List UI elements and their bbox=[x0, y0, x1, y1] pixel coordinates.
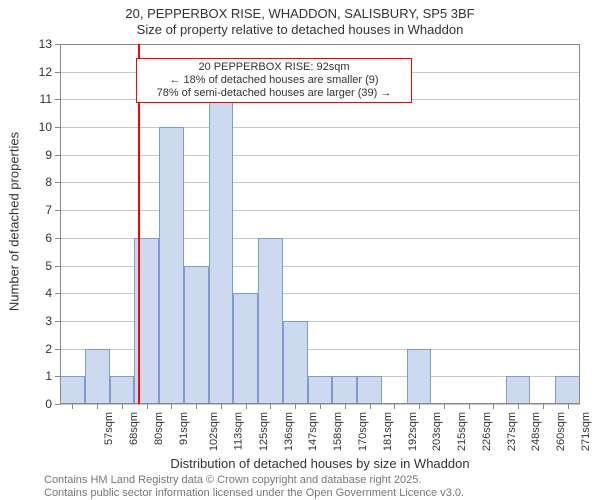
x-tick-mark bbox=[270, 404, 271, 409]
callout-box: 20 PEPPERBOX RISE: 92sqm← 18% of detache… bbox=[136, 58, 412, 103]
footer-line1: Contains HM Land Registry data © Crown c… bbox=[44, 474, 421, 486]
x-tick-mark bbox=[72, 404, 73, 409]
x-tick-label: 248sqm bbox=[530, 412, 542, 451]
x-tick-mark bbox=[246, 404, 247, 409]
x-tick-mark bbox=[518, 404, 519, 409]
x-tick-label: 80sqm bbox=[153, 412, 165, 445]
y-tick-mark bbox=[55, 376, 60, 377]
x-tick-mark bbox=[568, 404, 569, 409]
x-tick-mark bbox=[221, 404, 222, 409]
y-tick-mark bbox=[55, 127, 60, 128]
y-tick-label: 0 bbox=[30, 397, 52, 411]
x-tick-label: 271sqm bbox=[580, 412, 592, 451]
x-tick-label: 215sqm bbox=[456, 412, 468, 451]
x-tick-mark bbox=[444, 404, 445, 409]
y-tick-label: 10 bbox=[30, 120, 52, 134]
x-tick-mark bbox=[196, 404, 197, 409]
x-tick-label: 147sqm bbox=[308, 412, 320, 451]
x-tick-label: 68sqm bbox=[128, 412, 140, 445]
y-tick-label: 4 bbox=[30, 286, 52, 300]
x-tick-label: 170sqm bbox=[357, 412, 369, 451]
y-tick-label: 9 bbox=[30, 148, 52, 162]
y-tick-label: 1 bbox=[30, 369, 52, 383]
x-tick-label: 237sqm bbox=[506, 412, 518, 451]
x-tick-mark bbox=[370, 404, 371, 409]
y-tick-mark bbox=[55, 404, 60, 405]
x-tick-label: 226sqm bbox=[481, 412, 493, 451]
y-tick-label: 2 bbox=[30, 342, 52, 356]
x-tick-mark bbox=[543, 404, 544, 409]
x-tick-label: 260sqm bbox=[555, 412, 567, 451]
x-tick-label: 125sqm bbox=[258, 412, 270, 451]
histogram-chart: 01234567891011121357sqm68sqm80sqm91sqm10… bbox=[0, 0, 600, 500]
x-tick-mark bbox=[394, 404, 395, 409]
y-tick-mark bbox=[55, 266, 60, 267]
x-tick-label: 102sqm bbox=[209, 412, 221, 451]
x-tick-mark bbox=[320, 404, 321, 409]
x-tick-label: 136sqm bbox=[283, 412, 295, 451]
x-tick-label: 192sqm bbox=[407, 412, 419, 451]
x-tick-mark bbox=[419, 404, 420, 409]
x-tick-label: 181sqm bbox=[382, 412, 394, 451]
x-tick-label: 113sqm bbox=[233, 412, 245, 450]
y-tick-label: 13 bbox=[30, 37, 52, 51]
y-tick-mark bbox=[55, 72, 60, 73]
y-tick-mark bbox=[55, 210, 60, 211]
y-tick-mark bbox=[55, 321, 60, 322]
x-tick-mark bbox=[295, 404, 296, 409]
y-tick-mark bbox=[55, 349, 60, 350]
y-tick-label: 6 bbox=[30, 231, 52, 245]
x-tick-label: 91sqm bbox=[178, 412, 190, 445]
y-tick-label: 3 bbox=[30, 314, 52, 328]
callout-line: ← 18% of detached houses are smaller (9) bbox=[143, 74, 405, 87]
y-tick-mark bbox=[55, 238, 60, 239]
x-tick-mark bbox=[345, 404, 346, 409]
x-tick-label: 57sqm bbox=[103, 412, 115, 445]
x-tick-mark bbox=[469, 404, 470, 409]
y-tick-label: 12 bbox=[30, 65, 52, 79]
y-tick-label: 8 bbox=[30, 175, 52, 189]
y-tick-mark bbox=[55, 293, 60, 294]
y-axis-label: Number of detached properties bbox=[7, 122, 22, 322]
x-tick-mark bbox=[171, 404, 172, 409]
callout-line: 78% of semi-detached houses are larger (… bbox=[143, 87, 405, 100]
y-tick-label: 11 bbox=[30, 92, 52, 106]
x-tick-mark bbox=[493, 404, 494, 409]
y-tick-mark bbox=[55, 44, 60, 45]
footer-line2: Contains public sector information licen… bbox=[44, 487, 464, 499]
y-tick-label: 7 bbox=[30, 203, 52, 217]
y-tick-mark bbox=[55, 99, 60, 100]
x-tick-label: 203sqm bbox=[431, 412, 443, 451]
x-axis-label: Distribution of detached houses by size … bbox=[60, 456, 580, 471]
y-tick-label: 5 bbox=[30, 259, 52, 273]
x-tick-mark bbox=[97, 404, 98, 409]
callout-line: 20 PEPPERBOX RISE: 92sqm bbox=[143, 61, 405, 74]
x-tick-mark bbox=[122, 404, 123, 409]
y-tick-mark bbox=[55, 155, 60, 156]
y-tick-mark bbox=[55, 182, 60, 183]
x-tick-mark bbox=[147, 404, 148, 409]
x-tick-label: 158sqm bbox=[332, 412, 344, 451]
